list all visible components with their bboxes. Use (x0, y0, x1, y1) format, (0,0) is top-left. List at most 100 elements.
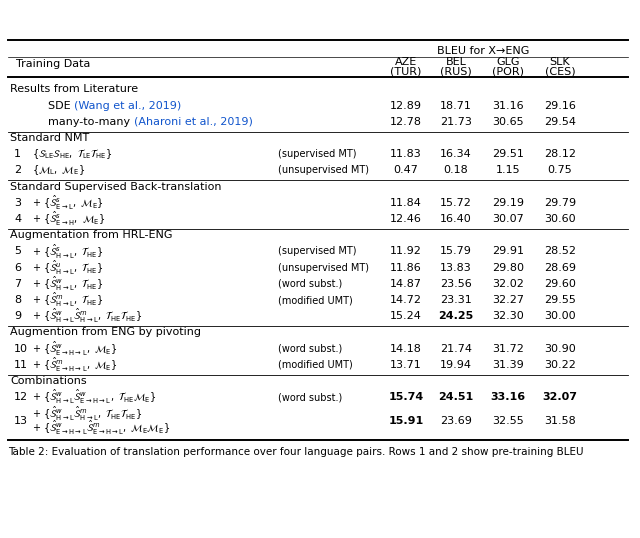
Text: 29.55: 29.55 (544, 295, 576, 305)
Text: $+\ \{\hat{\mathcal{S}}^{s}_{\mathrm{E{\to}L}},\ \mathcal{M}_{\mathrm{E}}\}$: $+\ \{\hat{\mathcal{S}}^{s}_{\mathrm{E{\… (32, 194, 104, 212)
Text: $+\ \{\hat{\mathcal{S}}^{s}_{\mathrm{E{\to}H}},\ \mathcal{M}_{\mathrm{E}}\}$: $+\ \{\hat{\mathcal{S}}^{s}_{\mathrm{E{\… (32, 210, 105, 228)
Text: 6: 6 (14, 263, 21, 273)
Text: SDE: SDE (48, 101, 74, 111)
Text: 15.72: 15.72 (440, 198, 472, 208)
Text: 23.56: 23.56 (440, 279, 472, 289)
Text: 2: 2 (14, 165, 21, 175)
Text: (TUR): (TUR) (390, 66, 422, 76)
Text: $+\ \{\hat{\mathcal{S}}^{w}_{\mathrm{H{\to}L}}\hat{\mathcal{S}}^{w}_{\mathrm{E{\: $+\ \{\hat{\mathcal{S}}^{w}_{\mathrm{H{\… (32, 388, 156, 406)
Text: 28.52: 28.52 (544, 246, 576, 257)
Text: 13.71: 13.71 (390, 360, 422, 370)
Text: 11.84: 11.84 (390, 198, 422, 208)
Text: 23.31: 23.31 (440, 295, 472, 305)
Text: 30.65: 30.65 (492, 117, 524, 127)
Text: 14.87: 14.87 (390, 279, 422, 289)
Text: 32.27: 32.27 (492, 295, 524, 305)
Text: 3: 3 (14, 198, 21, 208)
Text: 13.83: 13.83 (440, 263, 472, 273)
Text: 15.74: 15.74 (388, 392, 424, 402)
Text: 15.79: 15.79 (440, 246, 472, 257)
Text: 7: 7 (14, 279, 21, 289)
Text: 24.51: 24.51 (438, 392, 474, 402)
Text: 28.69: 28.69 (544, 263, 576, 273)
Text: 15.24: 15.24 (390, 311, 422, 321)
Text: 21.73: 21.73 (440, 117, 472, 127)
Text: 16.34: 16.34 (440, 149, 472, 159)
Text: 23.69: 23.69 (440, 416, 472, 426)
Text: 33.16: 33.16 (490, 392, 525, 402)
Text: 12.89: 12.89 (390, 101, 422, 111)
Text: $+\ \{\hat{\mathcal{S}}^{w}_{\mathrm{H{\to}L}}\hat{\mathcal{S}}^{m}_{\mathrm{H{\: $+\ \{\hat{\mathcal{S}}^{w}_{\mathrm{H{\… (32, 404, 142, 422)
Text: (modified UMT): (modified UMT) (278, 295, 353, 305)
Text: 31.39: 31.39 (492, 360, 524, 370)
Text: $\{\mathcal{S}_{\mathrm{LE}}\mathcal{S}_{\mathrm{HE}},\ \mathcal{T}_{\mathrm{LE}: $\{\mathcal{S}_{\mathrm{LE}}\mathcal{S}_… (32, 147, 113, 161)
Text: 24.25: 24.25 (438, 311, 474, 321)
Text: 11: 11 (14, 360, 28, 370)
Text: 31.58: 31.58 (544, 416, 576, 426)
Text: (POR): (POR) (492, 66, 524, 76)
Text: 15.91: 15.91 (388, 416, 424, 426)
Text: Standard Supervised Back-translation: Standard Supervised Back-translation (10, 182, 221, 192)
Text: 29.16: 29.16 (544, 101, 576, 111)
Text: 1: 1 (14, 149, 21, 159)
Text: 16.40: 16.40 (440, 214, 472, 224)
Text: 31.72: 31.72 (492, 344, 524, 353)
Text: 14.72: 14.72 (390, 295, 422, 305)
Text: 29.79: 29.79 (544, 198, 576, 208)
Text: 11.83: 11.83 (390, 149, 422, 159)
Text: 21.74: 21.74 (440, 344, 472, 353)
Text: 32.55: 32.55 (492, 416, 524, 426)
Text: 30.90: 30.90 (544, 344, 576, 353)
Text: 13: 13 (14, 416, 28, 426)
Text: 30.22: 30.22 (544, 360, 576, 370)
Text: (supervised MT): (supervised MT) (278, 149, 356, 159)
Text: 18.71: 18.71 (440, 101, 472, 111)
Text: (word subst.): (word subst.) (278, 279, 342, 289)
Text: $+\ \{\hat{\mathcal{S}}^{m}_{\mathrm{E{\to}H{\to}L}},\ \mathcal{M}_{\mathrm{E}}\: $+\ \{\hat{\mathcal{S}}^{m}_{\mathrm{E{\… (32, 356, 117, 374)
Text: 9: 9 (14, 311, 21, 321)
Text: (word subst.): (word subst.) (278, 344, 342, 353)
Text: 32.30: 32.30 (492, 311, 524, 321)
Text: Standard NMT: Standard NMT (10, 133, 89, 143)
Text: Combinations: Combinations (10, 376, 86, 386)
Text: 10: 10 (14, 344, 28, 353)
Text: 1.15: 1.15 (496, 165, 520, 175)
Text: 29.19: 29.19 (492, 198, 524, 208)
Text: 29.91: 29.91 (492, 246, 524, 257)
Text: Training Data: Training Data (16, 59, 90, 69)
Text: $+\ \{\hat{\mathcal{S}}^{w}_{\mathrm{E{\to}H{\to}L}},\ \mathcal{M}_{\mathrm{E}}\: $+\ \{\hat{\mathcal{S}}^{w}_{\mathrm{E{\… (32, 339, 117, 358)
Text: 12: 12 (14, 392, 28, 402)
Text: many-to-many: many-to-many (48, 117, 134, 127)
Text: 19.94: 19.94 (440, 360, 472, 370)
Text: SLK: SLK (550, 57, 570, 67)
Text: $+\ \{\hat{\mathcal{S}}^{w}_{\mathrm{H{\to}L}},\ \mathcal{T}_{\mathrm{HE}}\}$: $+\ \{\hat{\mathcal{S}}^{w}_{\mathrm{H{\… (32, 275, 104, 293)
Text: 29.51: 29.51 (492, 149, 524, 159)
Text: AZE: AZE (395, 57, 417, 67)
Text: $+\ \{\hat{\mathcal{S}}^{s}_{\mathrm{H{\to}L}},\ \mathcal{T}_{\mathrm{HE}}\}$: $+\ \{\hat{\mathcal{S}}^{s}_{\mathrm{H{\… (32, 242, 104, 260)
Text: BEL: BEL (445, 57, 467, 67)
Text: 8: 8 (14, 295, 21, 305)
Text: 0.47: 0.47 (394, 165, 419, 175)
Text: 14.18: 14.18 (390, 344, 422, 353)
Text: 30.07: 30.07 (492, 214, 524, 224)
Text: GLG: GLG (496, 57, 520, 67)
Text: 29.54: 29.54 (544, 117, 576, 127)
Text: (unsupervised MT): (unsupervised MT) (278, 165, 369, 175)
Text: (CES): (CES) (545, 66, 575, 76)
Text: $\{\mathcal{M}_{\mathrm{L}},\ \mathcal{M}_{\mathrm{E}}\}$: $\{\mathcal{M}_{\mathrm{L}},\ \mathcal{M… (32, 164, 85, 178)
Text: 5: 5 (14, 246, 21, 257)
Text: 29.80: 29.80 (492, 263, 524, 273)
Text: Augmention from ENG by pivoting: Augmention from ENG by pivoting (10, 328, 201, 337)
Text: (word subst.): (word subst.) (278, 392, 342, 402)
Text: 30.60: 30.60 (544, 214, 576, 224)
Text: Augmentation from HRL-ENG: Augmentation from HRL-ENG (10, 230, 173, 240)
Text: 4: 4 (14, 214, 21, 224)
Text: 12.78: 12.78 (390, 117, 422, 127)
Text: (supervised MT): (supervised MT) (278, 246, 356, 257)
Text: Results from Literature: Results from Literature (10, 84, 138, 94)
Text: Table 2: Evaluation of translation performance over four language pairs. Rows 1 : Table 2: Evaluation of translation perfo… (8, 447, 584, 457)
Text: 32.07: 32.07 (543, 392, 577, 402)
Text: $+\ \{\hat{\mathcal{S}}^{w}_{\mathrm{H{\to}L}}\hat{\mathcal{S}}^{m}_{\mathrm{H{\: $+\ \{\hat{\mathcal{S}}^{w}_{\mathrm{H{\… (32, 307, 142, 325)
Text: 31.16: 31.16 (492, 101, 524, 111)
Text: (Aharoni et al., 2019): (Aharoni et al., 2019) (134, 117, 253, 127)
